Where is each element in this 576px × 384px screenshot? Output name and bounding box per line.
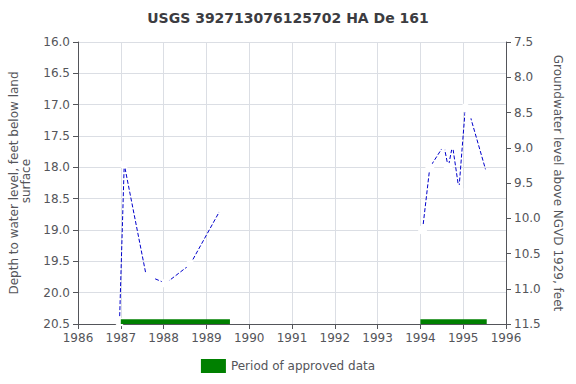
svg-text:7.5: 7.5 xyxy=(514,35,533,49)
svg-text:17.0: 17.0 xyxy=(43,98,70,112)
svg-text:1995: 1995 xyxy=(448,331,479,345)
svg-text:USGS 392713076125702 HA De 161: USGS 392713076125702 HA De 161 xyxy=(147,10,429,26)
svg-text:19.5: 19.5 xyxy=(43,254,70,268)
svg-text:18.0: 18.0 xyxy=(43,160,70,174)
svg-text:20.5: 20.5 xyxy=(43,317,70,331)
svg-text:1994: 1994 xyxy=(405,331,436,345)
svg-text:1988: 1988 xyxy=(148,331,179,345)
svg-text:1996: 1996 xyxy=(491,331,522,345)
svg-text:Period of approved data: Period of approved data xyxy=(231,359,375,373)
svg-text:1986: 1986 xyxy=(63,331,94,345)
svg-text:10.5: 10.5 xyxy=(514,247,541,261)
svg-text:1993: 1993 xyxy=(362,331,393,345)
svg-text:20.0: 20.0 xyxy=(43,286,70,300)
svg-text:Groundwater level above NGVD 1: Groundwater level above NGVD 1929, feet xyxy=(551,55,565,312)
svg-text:1992: 1992 xyxy=(320,331,351,345)
svg-text:16.5: 16.5 xyxy=(43,66,70,80)
svg-text:9.5: 9.5 xyxy=(514,176,533,190)
svg-text:9.0: 9.0 xyxy=(514,141,533,155)
svg-text:19.0: 19.0 xyxy=(43,223,70,237)
svg-text:10.0: 10.0 xyxy=(514,211,541,225)
svg-text:1990: 1990 xyxy=(234,331,265,345)
svg-text:11.5: 11.5 xyxy=(514,317,541,331)
svg-text:1991: 1991 xyxy=(277,331,308,345)
svg-text:11.0: 11.0 xyxy=(514,282,541,296)
svg-text:8.0: 8.0 xyxy=(514,70,533,84)
svg-text:18.5: 18.5 xyxy=(43,192,70,206)
svg-text:Depth to water level, feet bel: Depth to water level, feet below land xyxy=(7,71,22,295)
svg-text:1987: 1987 xyxy=(106,331,137,345)
svg-text:8.5: 8.5 xyxy=(514,106,533,120)
svg-text:17.5: 17.5 xyxy=(43,129,70,143)
svg-text:surface: surface xyxy=(19,159,33,207)
svg-text:1989: 1989 xyxy=(191,331,222,345)
svg-text:16.0: 16.0 xyxy=(43,35,70,49)
